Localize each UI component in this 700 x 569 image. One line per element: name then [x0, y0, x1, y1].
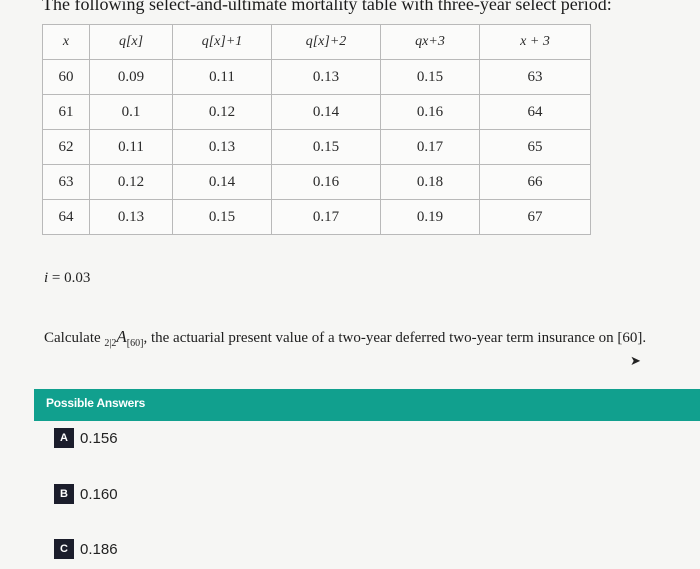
- table-cell: 0.17: [380, 129, 480, 165]
- table-cell: 0.19: [380, 199, 480, 235]
- table-cell: 0.12: [89, 164, 173, 200]
- table-cell: 0.15: [172, 199, 272, 235]
- option-value: 0.156: [80, 429, 118, 447]
- table-cell: 65: [479, 129, 591, 165]
- table-cell: 0.12: [172, 94, 272, 130]
- table-cell: 0.11: [172, 59, 272, 95]
- table-cell: 61: [42, 94, 90, 130]
- answer-option-b[interactable]: B 0.160: [54, 484, 118, 504]
- table-header-cell: x: [42, 24, 90, 60]
- option-letter-badge: A: [54, 428, 74, 448]
- table-row: 63 0.12 0.14 0.16 0.18 66: [42, 164, 591, 200]
- table-cell: 62: [42, 129, 90, 165]
- table-cell: 63: [479, 59, 591, 95]
- interest-symbol: i: [44, 270, 49, 286]
- table-header-cell: q[x]+2: [271, 24, 381, 60]
- table-row: 62 0.11 0.13 0.15 0.17 65: [42, 129, 591, 165]
- table-cell: 63: [42, 164, 90, 200]
- table-cell: 0.16: [380, 94, 480, 130]
- table-cell: 0.14: [271, 94, 381, 130]
- table-cell: 0.13: [89, 199, 173, 235]
- table-cell: 0.13: [172, 129, 272, 165]
- table-cell: 67: [479, 199, 591, 235]
- table-cell: 64: [42, 199, 90, 235]
- answer-option-c[interactable]: C 0.186: [54, 539, 118, 559]
- table-cell: 0.14: [172, 164, 272, 200]
- possible-answers-title: Possible Answers: [46, 396, 146, 410]
- table-header-cell: qx+3: [380, 24, 480, 60]
- question-deferral-subscript: 2|2: [104, 338, 117, 349]
- question-text: Calculate 2|2A[60], the actuarial presen…: [44, 327, 646, 349]
- problem-title: The following select-and-ultimate mortal…: [42, 0, 612, 14]
- option-letter-badge: C: [54, 539, 74, 559]
- table-cell: 0.09: [89, 59, 173, 95]
- table-cell: 60: [42, 59, 90, 95]
- option-letter-badge: B: [54, 484, 74, 504]
- table-cell: 66: [479, 164, 591, 200]
- table-row: 64 0.13 0.15 0.17 0.19 67: [42, 199, 591, 235]
- table-cell: 0.15: [380, 59, 480, 95]
- table-cell: 0.16: [271, 164, 381, 200]
- table-cell: 0.17: [271, 199, 381, 235]
- table-cell: 0.1: [89, 94, 173, 130]
- table-row: 61 0.1 0.12 0.14 0.16 64: [42, 94, 591, 130]
- mouse-cursor-icon: ➤: [630, 353, 641, 368]
- question-age-subscript: [60]: [126, 338, 144, 349]
- question-body: , the actuarial present value of a two-y…: [143, 330, 647, 346]
- table-cell: 0.18: [380, 164, 480, 200]
- table-cell: 64: [479, 94, 591, 130]
- mortality-table: x q[x] q[x]+1 q[x]+2 qx+3 x + 3 60 0.09 …: [42, 24, 591, 235]
- option-value: 0.160: [80, 485, 118, 503]
- table-cell: 0.11: [89, 129, 173, 165]
- interest-value: = 0.03: [48, 270, 91, 286]
- table-row: 60 0.09 0.11 0.13 0.15 63: [42, 59, 591, 95]
- table-header-cell: q[x]+1: [172, 24, 272, 60]
- possible-answers-header: Possible Answers: [34, 389, 700, 421]
- option-value: 0.186: [80, 540, 118, 558]
- table-cell: 0.13: [271, 59, 381, 95]
- question-symbol: A: [116, 327, 127, 346]
- table-header-cell: x + 3: [479, 24, 591, 60]
- table-header-cell: q[x]: [89, 24, 173, 60]
- question-lead: Calculate: [44, 330, 105, 346]
- answer-option-a[interactable]: A 0.156: [54, 428, 118, 448]
- table-header-row: x q[x] q[x]+1 q[x]+2 qx+3 x + 3: [42, 24, 591, 60]
- table-cell: 0.15: [271, 129, 381, 165]
- interest-rate: i = 0.03: [44, 270, 90, 287]
